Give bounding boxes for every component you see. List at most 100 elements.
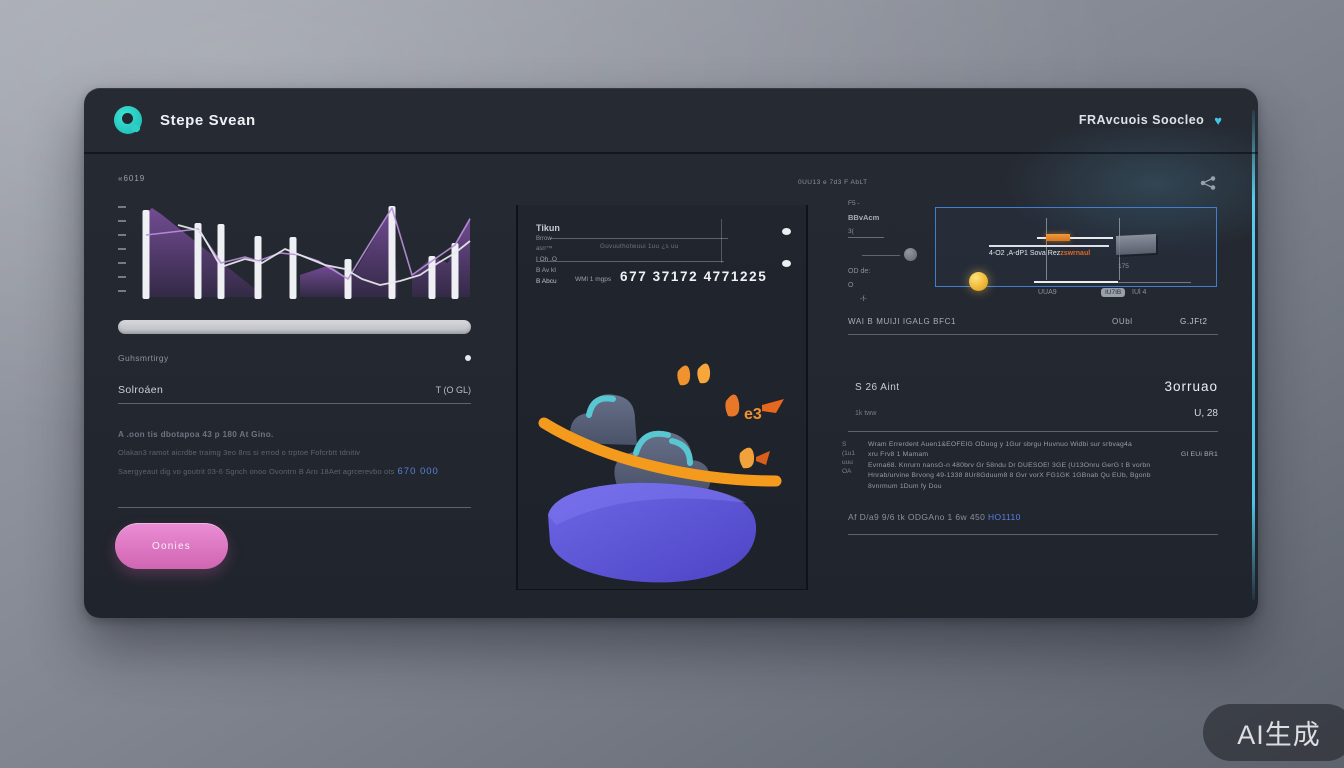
summary-row: Guhsmrtirgy bbox=[118, 353, 471, 363]
sub-row-label: 1k tww bbox=[855, 410, 877, 417]
summary-label: Guhsmrtirgy bbox=[118, 353, 169, 363]
radio-dot-2[interactable] bbox=[782, 260, 791, 267]
middle-panel: Tikun Brrow asrr™ I Oh .O B Av kI B Abcu… bbox=[516, 205, 808, 590]
slider-handle[interactable] bbox=[969, 272, 988, 291]
gutter-item-2: (1u1 bbox=[842, 450, 856, 457]
number-prefix: WMl 1 mgps bbox=[575, 276, 612, 283]
field-underline-1 bbox=[550, 238, 728, 239]
chart-ticks bbox=[118, 206, 126, 292]
description-text: Saergyeaut dig vo goutrit 03-6 Sgnch ono… bbox=[118, 467, 395, 476]
footer-link[interactable]: HO1110 bbox=[987, 512, 1021, 522]
leaves-icon: e3 bbox=[677, 363, 784, 469]
gutter-item-4: OA bbox=[842, 468, 852, 475]
gutter-item-1: S bbox=[842, 441, 847, 448]
cushion-highlight bbox=[548, 482, 746, 525]
brand-name: Stepe Svean bbox=[160, 111, 256, 129]
amount-row-value: 3orruao bbox=[1164, 379, 1218, 394]
timeline-label-accent: zswrnaul bbox=[1060, 250, 1091, 257]
meta-row-left: WAI B MUIJI IGALG BFC1 bbox=[848, 317, 957, 326]
left-panel: «6019 Guhsmrtirgy Solroáen T (O GL) A .o… bbox=[115, 174, 473, 586]
timeline-track-mid bbox=[989, 245, 1109, 247]
timeline-track-bottom-faint bbox=[1118, 282, 1191, 283]
mini-label-1: F5 - bbox=[848, 200, 860, 207]
detail-label: Solroáen bbox=[118, 384, 164, 396]
field-label-3: asrr™ bbox=[536, 246, 553, 252]
field-underline-2 bbox=[536, 261, 724, 262]
mini-label-6: -f- bbox=[860, 296, 867, 303]
header: Stepe Svean FRAvcuois Soocleo ♥ bbox=[84, 88, 1258, 152]
mini-label-5: O bbox=[848, 282, 854, 289]
field-vertical-rule bbox=[721, 219, 722, 263]
terms-text-block: Wram Errerdent Auen1&EOFEIG ODuog y 1Gur… bbox=[868, 440, 1218, 492]
account-number: 677 37172 4771225 bbox=[620, 269, 768, 284]
terms-line-2-left: xru Frv8 1 Mamam bbox=[868, 451, 929, 459]
terms-line-4: Hnrab/urvine Brvong 49-1338 8Ur8Gduum8 8… bbox=[868, 472, 1151, 480]
primary-action-button[interactable]: Oonies bbox=[115, 523, 228, 569]
detail-value: T (O GL) bbox=[435, 385, 471, 395]
footer-link-prefix: Af D/a9 9/6 tk ODGAno 1 6w 450 bbox=[848, 512, 988, 522]
account-selector[interactable]: FRAvcuois Soocleo ♥ bbox=[1079, 113, 1222, 127]
radio-dot-1[interactable] bbox=[782, 228, 791, 235]
amount-row-label: S 26 Aint bbox=[855, 382, 900, 393]
divider bbox=[848, 534, 1218, 535]
description-block: A .oon tis dbotapoa 43 p 180 At Gino. Ol… bbox=[118, 430, 474, 477]
brand-logo-icon bbox=[114, 106, 142, 134]
chart-lines bbox=[145, 207, 471, 286]
timeline-label-left: 4-O2 ,A-dP1 bbox=[989, 250, 1028, 257]
panel-top-note: 0UU13 e 7d3 F AbLT bbox=[798, 179, 868, 186]
timeline-label-mid: Sova Rez bbox=[1027, 250, 1061, 257]
timeline-track-bottom bbox=[1034, 281, 1118, 283]
divider bbox=[848, 334, 1218, 335]
right-panel: 0UU13 e 7d3 F AbLT F5 - BBvAcm 3( OD de:… bbox=[798, 176, 1234, 592]
description-line: Olakan3 ramot aicrdbe traimg 3eo 8ns si … bbox=[118, 448, 361, 457]
field-label-2: Brrow bbox=[536, 236, 552, 242]
terms-line-3: Evrna68. Knrurn nansG-n 480brv Gr 58ndu … bbox=[868, 461, 1151, 469]
chart-title: «6019 bbox=[118, 174, 146, 183]
header-divider bbox=[84, 152, 1258, 154]
timeline-gray-bar bbox=[1116, 233, 1156, 256]
heart-icon[interactable]: ♥ bbox=[1214, 112, 1222, 128]
divider bbox=[118, 507, 471, 508]
mini-label-2: BBvAcm bbox=[848, 213, 880, 222]
footer-link-row: Af D/a9 9/6 tk ODGAno 1 6w 450 HO1110 bbox=[848, 512, 1021, 522]
description-heading: A .oon tis dbotapoa 43 p 180 At Gino. bbox=[118, 430, 274, 439]
meta-row: WAI B MUIJI IGALG BFC1 OUbl G.JFt2 bbox=[848, 317, 1218, 326]
coin-icon bbox=[904, 248, 917, 261]
chart-bars bbox=[142, 206, 459, 299]
timeline-highlight-segment[interactable] bbox=[1046, 234, 1070, 241]
field-label-5: B Av kI bbox=[536, 267, 557, 274]
gutter-item-3: uuu bbox=[842, 459, 853, 466]
cyan-edge-accent bbox=[1252, 110, 1255, 600]
field-label-6: B Abcu bbox=[536, 278, 557, 285]
timeline-label: 4-O2 ,A-dP1 Sova Rezzswrnaul bbox=[989, 250, 1090, 257]
ai-generated-watermark: AI生成 bbox=[1203, 704, 1344, 761]
description-line2: Saergyeaut dig vo goutrit 03-6 Sgnch ono… bbox=[118, 466, 474, 477]
chart-areas bbox=[146, 208, 470, 297]
field-label-4: I Oh .O bbox=[536, 256, 557, 263]
timeline-widget[interactable]: 4-O2 ,A-dP1 Sova Rezzswrnaul 175 bbox=[935, 207, 1217, 291]
terms-line-2: xru Frv8 1 Mamam GI EUi BR1 bbox=[868, 450, 1218, 460]
timeline-track-top bbox=[1037, 237, 1113, 239]
field-note: Guvuuthotwuui 1uu ¿s uu bbox=[600, 243, 679, 250]
axis-badge[interactable]: IU7IB bbox=[1101, 288, 1126, 297]
detail-row: Solroáen T (O GL) bbox=[118, 384, 471, 396]
terms-line-5: 8vnrmum 1Dum fy Dou bbox=[868, 482, 942, 490]
divider bbox=[848, 431, 1218, 432]
orange-swoosh bbox=[538, 417, 782, 487]
illustration: e3 bbox=[538, 363, 784, 583]
axis-label-center: UUA9 bbox=[1038, 289, 1057, 296]
mini-rule bbox=[862, 255, 900, 256]
divider bbox=[118, 403, 471, 404]
meta-row-mid: OUbl bbox=[1112, 317, 1133, 326]
terms-line-1: Wram Errerdent Auen1&EOFEIG ODuog y 1Gur… bbox=[868, 441, 1132, 448]
mini-label-4: OD de: bbox=[848, 268, 871, 275]
timeline-tick-1 bbox=[1046, 218, 1047, 280]
timeline-tick-note: 175 bbox=[1118, 263, 1129, 270]
terms-gutter: S (1u1 uuu OA bbox=[842, 440, 866, 476]
leaf-text: e3 bbox=[744, 406, 762, 423]
share-icon[interactable] bbox=[1200, 176, 1216, 190]
terms-line-2-right: GI EUi BR1 bbox=[1180, 451, 1218, 459]
axis-label-right: IUl 4 bbox=[1132, 289, 1147, 296]
progress-scrollbar[interactable] bbox=[118, 320, 471, 334]
mini-label-3: 3( bbox=[848, 228, 884, 238]
